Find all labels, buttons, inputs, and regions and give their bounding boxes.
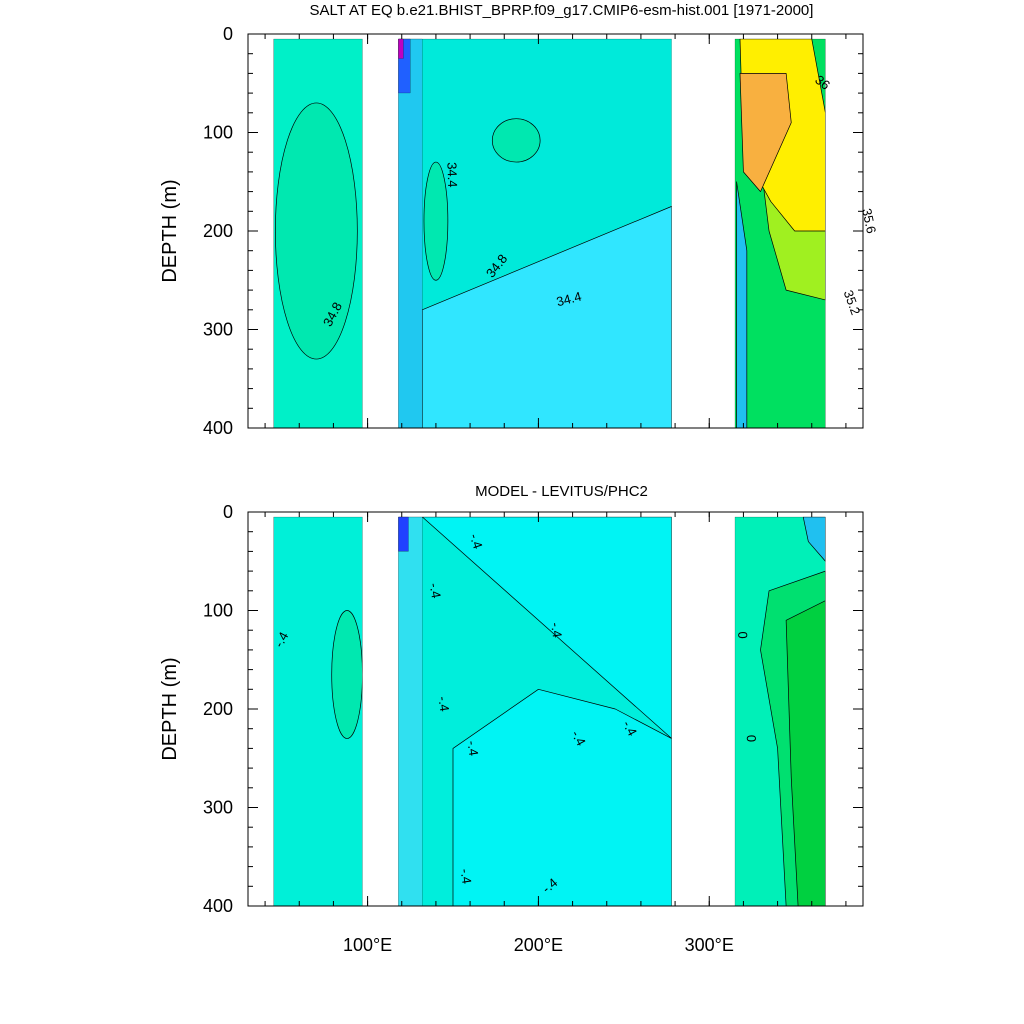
- y-tick-label: 100: [203, 601, 233, 621]
- contour-label: -.4: [620, 718, 640, 738]
- contour-region: [421, 516, 672, 906]
- chart-title: SALT AT EQ b.e21.BHIST_BPRP.f09_g17.CMIP…: [310, 2, 814, 19]
- contour-region: [331, 610, 363, 739]
- x-tick-label: 300°E: [685, 935, 734, 955]
- contour-label: -.4: [271, 629, 291, 649]
- contour-region: [739, 73, 792, 192]
- contour-label: 35.6: [859, 207, 879, 235]
- contour-label: -.4: [467, 532, 486, 551]
- y-tick-label: 300: [203, 320, 233, 340]
- contour-region: [736, 181, 748, 428]
- x-tick-label: 100°E: [343, 935, 392, 955]
- contour-label: 0: [744, 735, 759, 743]
- plot-area: [273, 38, 826, 428]
- contour-label: 34.4: [444, 162, 460, 188]
- contour-label: -.4: [548, 621, 565, 638]
- y-tick-label: 400: [203, 896, 233, 916]
- contour-region: [274, 102, 358, 360]
- data-region: [398, 516, 423, 906]
- contour-region: [423, 161, 449, 281]
- data-region: [398, 38, 404, 59]
- panel-1: 010020030040034.434.834.834.43635.635.2S…: [159, 2, 879, 438]
- y-tick-label: 400: [203, 418, 233, 438]
- contour-region: [785, 600, 826, 906]
- contour-label: -.4: [568, 728, 588, 748]
- contour-label: -.4: [435, 695, 452, 712]
- y-tick-label: 200: [203, 221, 233, 241]
- data-region: [398, 516, 409, 552]
- panel-2: 0 100 200 300 400 100°E 200°E 300°E -.4 -.4 -.4 -.4…: [159, 483, 864, 955]
- y-axis-label: DEPTH (m): [159, 179, 181, 282]
- x-tick-label: 200°E: [514, 935, 563, 955]
- contour-label: -.4: [464, 740, 481, 757]
- plot-area: [273, 516, 826, 906]
- data-region: [398, 38, 423, 428]
- contour-region: [491, 118, 541, 163]
- y-tick-label: 200: [203, 699, 233, 719]
- contour-region: [802, 516, 826, 562]
- contour-label: -.4: [539, 875, 560, 896]
- y-tick-label: 0: [223, 502, 233, 522]
- contour-label: 35.2: [841, 288, 864, 317]
- data-region: [398, 38, 411, 94]
- y-tick-label: 300: [203, 798, 233, 818]
- y-tick-label: 100: [203, 123, 233, 143]
- y-tick-label: 0: [223, 24, 233, 44]
- chart-title: MODEL - LEVITUS/PHC2: [475, 483, 648, 500]
- contour-label: 0: [735, 631, 750, 639]
- contour-label: -.4: [458, 868, 475, 885]
- contour-label: -.4: [427, 582, 444, 600]
- y-axis-label: DEPTH (m): [159, 657, 181, 760]
- contour-label: 34.4: [555, 289, 583, 310]
